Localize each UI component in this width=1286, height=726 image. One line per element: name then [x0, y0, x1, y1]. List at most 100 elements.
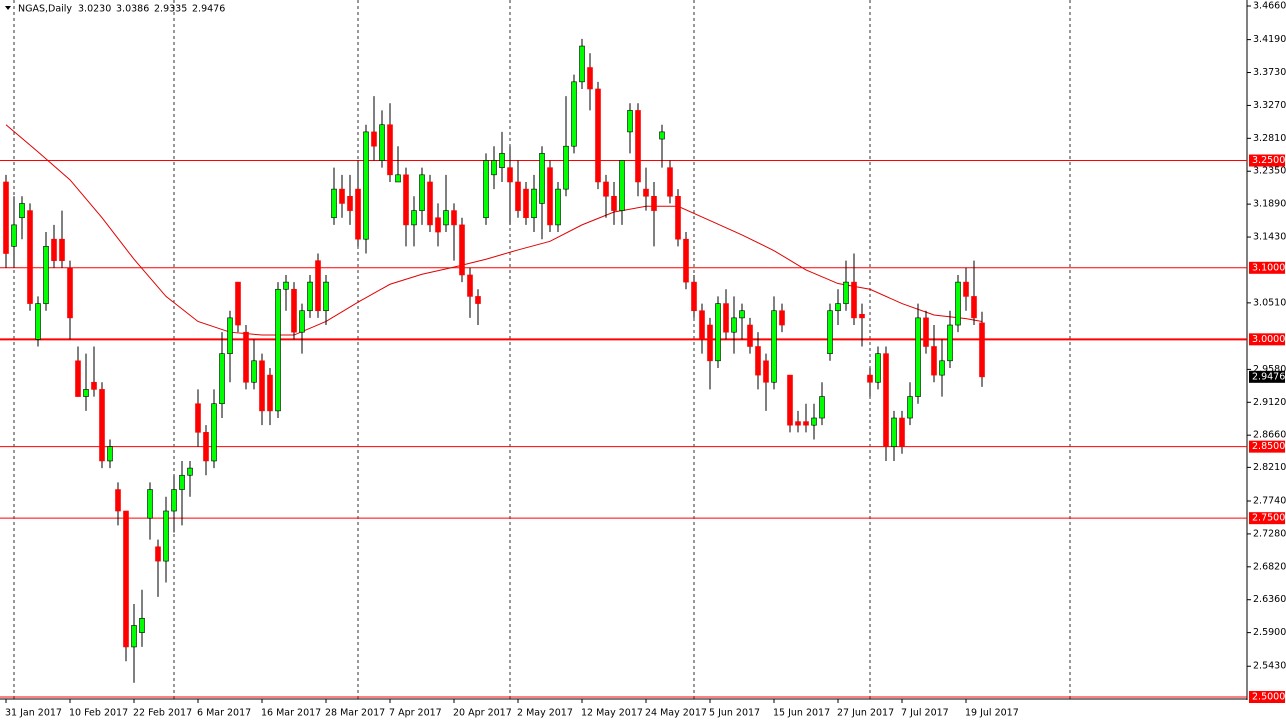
candle-body [291, 288, 297, 333]
candle-body [731, 317, 737, 333]
candle-body [123, 510, 129, 648]
candle-body [971, 296, 977, 319]
y-tick-label: 2.8210 [1253, 462, 1286, 473]
candle-body [667, 167, 673, 197]
candle-body [243, 331, 249, 383]
level-label-bg [1249, 512, 1285, 525]
header-value: 2.9335 [154, 4, 187, 15]
candle-body [795, 421, 801, 426]
candle-body [91, 381, 97, 390]
candle-body [75, 360, 81, 397]
candle-body [747, 324, 753, 347]
candle-body [267, 374, 273, 412]
candle-body [307, 281, 313, 312]
candle-body [803, 421, 809, 426]
candle-body [371, 131, 377, 147]
x-tick-label: 6 Mar 2017 [197, 708, 251, 719]
x-tick-label: 31 Jan 2017 [5, 708, 62, 719]
candle-body [19, 203, 25, 219]
candle-body [627, 110, 633, 133]
candle-body [99, 389, 105, 462]
y-tick-label: 3.3730 [1253, 67, 1286, 78]
candle-body [467, 274, 473, 297]
candle-body [571, 81, 577, 147]
candle-body [755, 346, 761, 376]
candle-body [443, 210, 449, 226]
x-tick-label: 22 Feb 2017 [133, 708, 192, 719]
candle-body [139, 618, 145, 633]
candle-body [155, 546, 161, 562]
candle-body [283, 281, 289, 290]
candle-body [659, 131, 665, 140]
chart-title: NGAS,Daily [18, 4, 72, 15]
candle-body [475, 296, 481, 304]
x-tick-label: 15 Jun 2017 [773, 708, 830, 719]
candle-body [67, 267, 73, 319]
x-tick-label: 12 May 2017 [581, 708, 643, 719]
candle-body [947, 324, 953, 362]
candle-body [883, 353, 889, 447]
candle-body [595, 88, 601, 183]
candle-body [979, 322, 985, 378]
header-arrow [5, 6, 11, 10]
candle-body [83, 389, 89, 397]
candle-body [363, 131, 369, 240]
x-tick-label: 2 May 2017 [517, 708, 573, 719]
level-label-bg [1249, 691, 1285, 703]
y-tick-label: 2.9580 [1253, 364, 1286, 375]
candle-body [355, 188, 361, 240]
candle-body [27, 210, 33, 304]
y-tick-label: 2.5900 [1253, 627, 1286, 638]
level-label-bg [1249, 154, 1285, 167]
candle-body [35, 303, 41, 340]
candle-body [915, 317, 921, 397]
level-label-bg [1249, 261, 1285, 274]
y-tick-label: 3.4190 [1253, 34, 1286, 45]
candle-body [739, 310, 745, 319]
candle-body [843, 281, 849, 304]
candle-body [963, 281, 969, 297]
y-tick-label: 2.6820 [1253, 561, 1286, 572]
candle-body [43, 246, 49, 304]
candle-body [11, 224, 17, 247]
candle-body [563, 145, 569, 190]
candle-body [227, 317, 233, 354]
x-tick-label: 7 Apr 2017 [389, 708, 442, 719]
candle-body [347, 195, 353, 211]
candle-body [491, 160, 497, 176]
y-tick-label: 3.4660 [1253, 1, 1286, 12]
candle-body [683, 238, 689, 283]
level-label: 2.5000 [1252, 692, 1285, 703]
candle-body [691, 281, 697, 312]
candle-body [379, 124, 385, 161]
candle-body [403, 174, 409, 226]
candle-body [867, 374, 873, 383]
candle-body [331, 188, 337, 219]
candle-body [603, 181, 609, 197]
header-value: 3.0230 [78, 4, 111, 15]
header-value: 2.9476 [192, 4, 225, 15]
candle-body [531, 188, 537, 219]
candle-body [419, 174, 425, 211]
candle-body [819, 396, 825, 419]
candle-body [555, 188, 561, 226]
candle-body [939, 360, 945, 376]
candle-body [203, 432, 209, 462]
candle-body [763, 360, 769, 383]
candle-body [779, 310, 785, 326]
moving-average [5, 124, 983, 336]
candle-body [891, 417, 897, 447]
candle-body [275, 288, 281, 412]
y-tick-label: 2.9120 [1253, 397, 1286, 408]
candle-body [339, 188, 345, 204]
level-label: 2.7500 [1252, 513, 1285, 524]
candle-body [171, 489, 177, 512]
y-tick-label: 3.1890 [1253, 199, 1286, 210]
candle-body [651, 195, 657, 211]
candle-body [299, 310, 305, 333]
candle-body [315, 260, 321, 312]
candle-body [163, 510, 169, 562]
x-tick-label: 16 Mar 2017 [261, 708, 321, 719]
